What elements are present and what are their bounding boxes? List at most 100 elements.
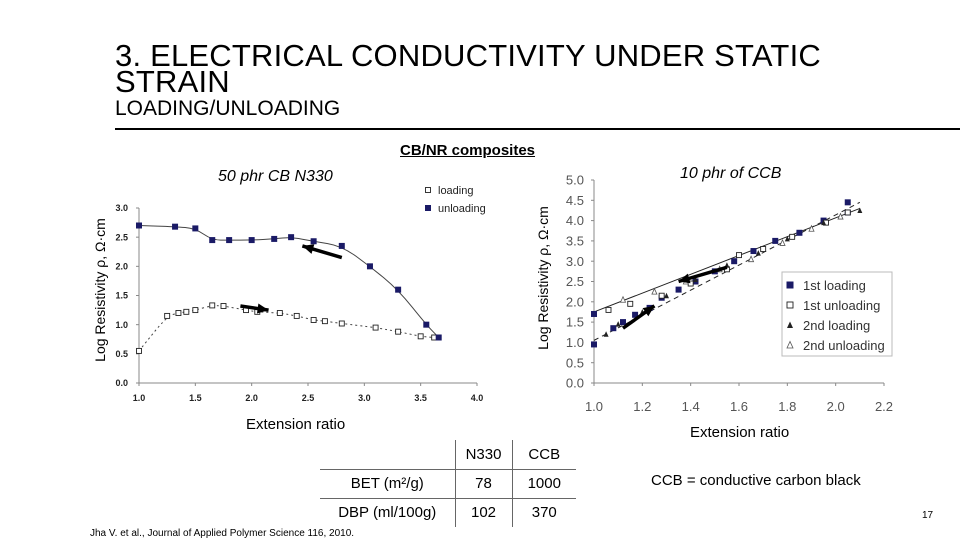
left-y-axis-label: Log Resistivity ρ, Ω·cm	[92, 218, 108, 362]
table-cell: BET (m²/g)	[320, 469, 455, 499]
left-data-point	[183, 308, 190, 315]
table-cell: 1000	[512, 469, 576, 499]
right-direction-arrow-head	[642, 305, 655, 317]
right-data-point	[755, 250, 761, 256]
right-legend-label: 1st loading	[803, 278, 866, 293]
right-data-point	[658, 292, 665, 299]
right-legend-marker	[786, 340, 794, 349]
left-x-tick-label: 4.0	[471, 393, 484, 403]
left-data-point	[435, 334, 442, 341]
right-legend-marker	[786, 301, 794, 309]
left-data-point	[271, 235, 278, 242]
section-label: CB/NR composites	[400, 142, 536, 159]
left-data-point	[226, 237, 233, 244]
table-header-row: N330 CCB	[320, 440, 576, 470]
left-legend-marker	[425, 187, 431, 193]
left-data-point	[175, 310, 182, 316]
table-cell: 370	[531, 504, 557, 522]
right-data-point	[620, 319, 626, 326]
right-y-tick-label: 3.0	[566, 254, 584, 269]
right-data-point	[747, 255, 755, 263]
right-chart-title: 10 phr of CCB	[680, 165, 782, 182]
left-legend-marker	[425, 205, 431, 211]
left-y-tick-label: 1.0	[115, 320, 128, 330]
title-divider	[115, 128, 960, 130]
left-data-point	[366, 263, 373, 270]
left-y-tick-label: 3.0	[115, 203, 128, 213]
right-data-point	[784, 235, 790, 242]
left-series-curve	[138, 305, 435, 352]
left-data-point	[372, 324, 379, 331]
left-y-tick-label: 2.0	[115, 261, 128, 271]
right-data-point	[736, 252, 742, 259]
left-x-tick-label: 2.0	[245, 393, 258, 403]
right-data-point	[591, 341, 597, 348]
right-data-point	[675, 286, 682, 293]
table-cell: DBP (ml/100g)	[338, 504, 437, 522]
left-x-tick-label: 1.5	[189, 393, 202, 403]
left-x-tick-label: 1.0	[133, 393, 146, 403]
left-direction-arrow-head	[302, 244, 315, 254]
left-y-tick-label: 1.5	[115, 291, 128, 301]
right-y-tick-label: 2.5	[566, 274, 584, 289]
right-data-point	[808, 224, 815, 232]
left-data-point	[423, 321, 430, 328]
left-data-point	[310, 238, 317, 245]
left-direction-arrow-head	[256, 303, 269, 314]
left-chart-title: 50 phr CB N330	[218, 168, 333, 185]
right-y-tick-label: 0.5	[566, 355, 584, 370]
left-data-point	[338, 320, 345, 327]
right-y-tick-label: 1.0	[566, 335, 584, 350]
right-data-point	[779, 238, 786, 246]
table-row: DBP (ml/100g) 102 370	[320, 498, 576, 527]
table-header-cell: CCB	[512, 440, 576, 470]
left-y-tick-label: 0.0	[115, 378, 128, 388]
right-data-point	[857, 207, 863, 213]
right-data-point	[603, 331, 609, 337]
right-legend-box	[781, 271, 893, 357]
left-data-point	[192, 307, 199, 314]
left-chart-xlabel: Extension ratio	[246, 416, 346, 433]
right-direction-arrow-head	[678, 273, 691, 284]
table-header-cell	[320, 440, 455, 470]
right-x-tick-label: 1.6	[730, 399, 748, 414]
right-legend-label: 2nd loading	[803, 318, 870, 333]
left-data-point	[248, 237, 255, 244]
left-data-point	[293, 312, 300, 319]
right-legend-label: 1st unloading	[803, 298, 880, 313]
left-data-point	[417, 333, 424, 340]
left-data-point	[395, 328, 402, 335]
right-y-axis-label: Log Resistivity ρ, Ω·cm	[535, 206, 551, 350]
right-y-tick-label: 4.0	[566, 213, 584, 228]
left-series-curve	[138, 225, 440, 338]
right-data-point	[760, 246, 767, 252]
right-data-point	[651, 287, 658, 295]
left-data-point	[310, 317, 317, 323]
right-y-tick-label: 3.5	[566, 233, 584, 248]
right-fit-line	[593, 207, 861, 313]
right-data-point	[837, 212, 844, 220]
left-legend-label: unloading	[438, 203, 486, 215]
right-x-tick-label: 2.0	[827, 399, 845, 414]
right-chart-xlabel: Extension ratio	[690, 424, 790, 441]
left-x-tick-label: 3.5	[414, 393, 427, 403]
right-x-tick-label: 1.2	[633, 399, 651, 414]
right-legend-label: 2nd unloading	[803, 338, 885, 353]
left-data-point	[136, 347, 142, 354]
right-x-tick-label: 1.8	[778, 399, 796, 414]
right-data-point	[693, 276, 698, 282]
table-header-cell: N330	[454, 440, 513, 470]
left-y-tick-label: 0.5	[115, 349, 128, 359]
left-x-tick-label: 3.0	[358, 393, 371, 403]
left-y-tick-label: 2.5	[115, 232, 128, 242]
right-legend-marker	[787, 321, 793, 328]
right-y-tick-label: 4.5	[566, 193, 584, 208]
right-x-tick-label: 2.2	[875, 399, 893, 414]
left-data-point	[209, 237, 216, 244]
left-legend-label: loading	[438, 185, 473, 197]
right-data-point	[796, 229, 803, 236]
left-data-point	[395, 286, 402, 293]
left-data-point	[220, 303, 227, 309]
page-number: 17	[922, 510, 934, 521]
right-y-tick-label: 1.5	[566, 315, 584, 330]
